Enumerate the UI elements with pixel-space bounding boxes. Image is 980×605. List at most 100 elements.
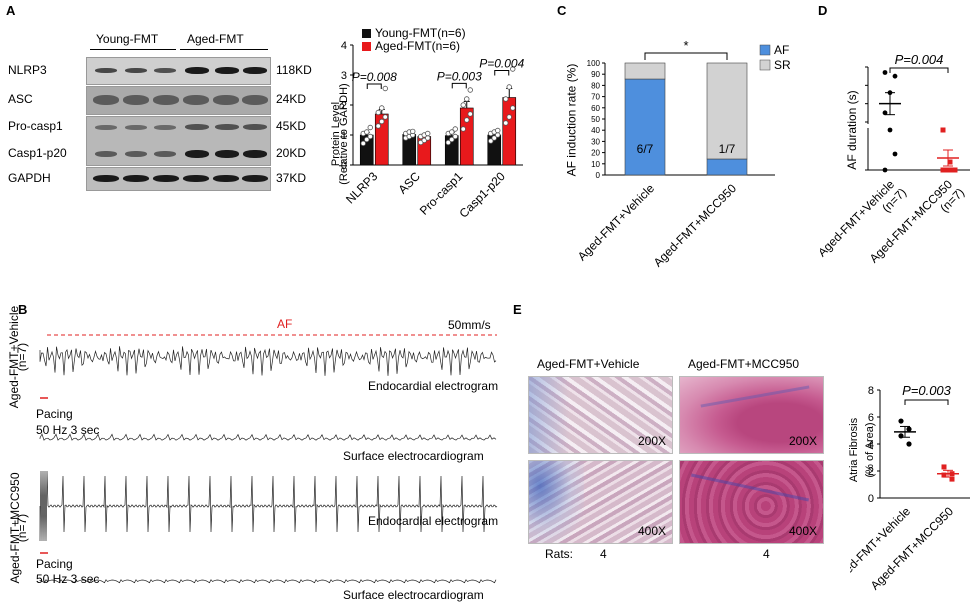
p-value: P=0.008 — [352, 70, 397, 84]
legend-label: Aged-FMT(n=6) — [375, 39, 460, 53]
y-tick-label: 0 — [868, 493, 874, 505]
significance-bracket — [366, 83, 382, 89]
pacing-detail-1: 50 Hz 3 sec — [36, 423, 100, 437]
panel-letter-e: E — [513, 302, 522, 317]
y-tick-label: 8 — [868, 385, 874, 397]
y-tick-label: 90 — [591, 70, 600, 79]
histology-mcc950-400x: 400X — [679, 460, 824, 544]
pacing-label-1: Pacing — [36, 407, 73, 421]
data-point — [882, 70, 888, 75]
endo-label-1: Endocardial electrogram — [368, 379, 499, 393]
bar-label: 6/7 — [637, 142, 654, 156]
mag-200x-mcc950: 200X — [788, 434, 817, 448]
legend-swatch — [362, 42, 371, 51]
data-point — [464, 96, 470, 102]
row2-n-label: (n=7) — [15, 513, 29, 543]
y-tick-label: 40 — [591, 126, 600, 135]
pacing-label-2: Pacing — [36, 557, 73, 571]
x-tick-label: Aged-FMT+MCC950 — [868, 504, 957, 593]
data-point — [940, 167, 946, 173]
chart-e-ylabel-2: (% of Area) — [864, 422, 876, 478]
y-tick-label: 0 — [596, 171, 601, 180]
data-point — [410, 128, 416, 135]
data-point — [379, 105, 385, 111]
data-point — [906, 441, 912, 447]
legend-label: SR — [774, 58, 791, 72]
row1-n-label: (n=7) — [15, 342, 29, 372]
blot-kd-nlrp3: 118KD — [276, 63, 312, 77]
ecg-traces — [39, 334, 498, 584]
y-tick-label: 20 — [591, 149, 600, 158]
data-point — [495, 127, 501, 134]
pacing-detail-2: 50 Hz 3 sec — [36, 572, 100, 586]
data-point — [464, 117, 470, 123]
chart-d-ylabel: AF duration (s) — [845, 90, 859, 170]
data-point — [367, 124, 373, 131]
data-point — [898, 418, 904, 424]
af-label: AF — [277, 317, 293, 331]
chart-a-ylabel-2: (Relative to GAPDH) — [338, 83, 350, 185]
data-point — [887, 127, 893, 133]
data-point — [425, 130, 431, 137]
y-tick-label: 6 — [868, 412, 874, 424]
data-point — [945, 167, 951, 173]
blot-band-asc — [86, 86, 271, 115]
significance-bracket — [644, 52, 728, 60]
panel-letter-c: C — [557, 3, 567, 18]
bar — [459, 107, 474, 166]
blot-kd-asc: 24KD — [276, 92, 307, 106]
group-young-line — [90, 49, 176, 50]
panel-letter-d: D — [818, 3, 828, 18]
data-point — [892, 73, 898, 79]
y-tick-label: 2 — [341, 100, 347, 112]
panel-letter-a: A — [6, 3, 16, 18]
histology-mcc950-200x: 200X — [679, 376, 824, 454]
histo-col2-label: Aged-FMT+MCC950 — [688, 357, 800, 371]
data-point — [449, 136, 455, 143]
data-point — [510, 105, 516, 111]
data-point — [510, 66, 516, 72]
blot-kd-casp1-p20: 20KD — [276, 146, 307, 160]
rats-label: Rats: — [545, 547, 574, 561]
p-value: P=0.004 — [479, 57, 524, 71]
blot-band-casp1 — [86, 116, 271, 166]
data-point — [467, 87, 473, 93]
y-tick-label: 4 — [868, 439, 874, 451]
data-point — [364, 129, 370, 135]
group-aged-label: Aged-FMT — [187, 32, 244, 46]
data-point — [460, 126, 466, 132]
legend-swatch — [759, 44, 771, 56]
histology-vehicle-400x: 400X — [528, 460, 673, 544]
data-point — [449, 129, 455, 135]
y-tick-label: 50 — [591, 115, 600, 124]
data-point — [360, 140, 366, 147]
bar-segment — [706, 158, 748, 176]
significance-mark: * — [683, 38, 688, 53]
panel-letter-b: B — [18, 302, 28, 317]
data-point — [506, 84, 512, 90]
blot-name-nlrp3: NLRP3 — [8, 63, 47, 77]
endocardial-trace-1 — [39, 346, 497, 376]
y-tick-label: 60 — [591, 104, 600, 113]
chart-e-ylabel-1: Atria Fibrosis — [848, 417, 860, 483]
surface-label-1: Surface electrocardiogram — [343, 449, 484, 463]
blot-name-pro-casp1: Pro-casp1 — [8, 119, 63, 133]
chart-c: 0 10 20 30 40 50 60 70 80 90 100 6/7 Aged-FMT+Vehicl… — [575, 38, 791, 270]
data-point — [882, 167, 888, 173]
endocardial-trace-2 — [39, 470, 498, 542]
bar-segment — [706, 62, 748, 160]
endo-label-2: Endocardial electrogram — [368, 514, 499, 528]
y-tick-label: 2 — [868, 466, 874, 478]
rats-mcc950-count: 4 — [763, 547, 770, 561]
data-point — [892, 151, 898, 157]
bar-label: 1/7 — [719, 142, 736, 156]
rats-vehicle-count: 4 — [600, 547, 607, 561]
data-point — [382, 85, 388, 92]
legend-swatch — [362, 29, 371, 38]
data-point — [906, 426, 912, 432]
data-point — [467, 111, 473, 117]
p-value: P=0.003 — [437, 69, 482, 83]
surface-label-2: Surface electrocardiogram — [343, 588, 484, 602]
chart-e: 02468Aged-FMT+VehicleAged-FMT+MCC950P=0.… — [850, 383, 970, 593]
data-point — [941, 472, 947, 478]
